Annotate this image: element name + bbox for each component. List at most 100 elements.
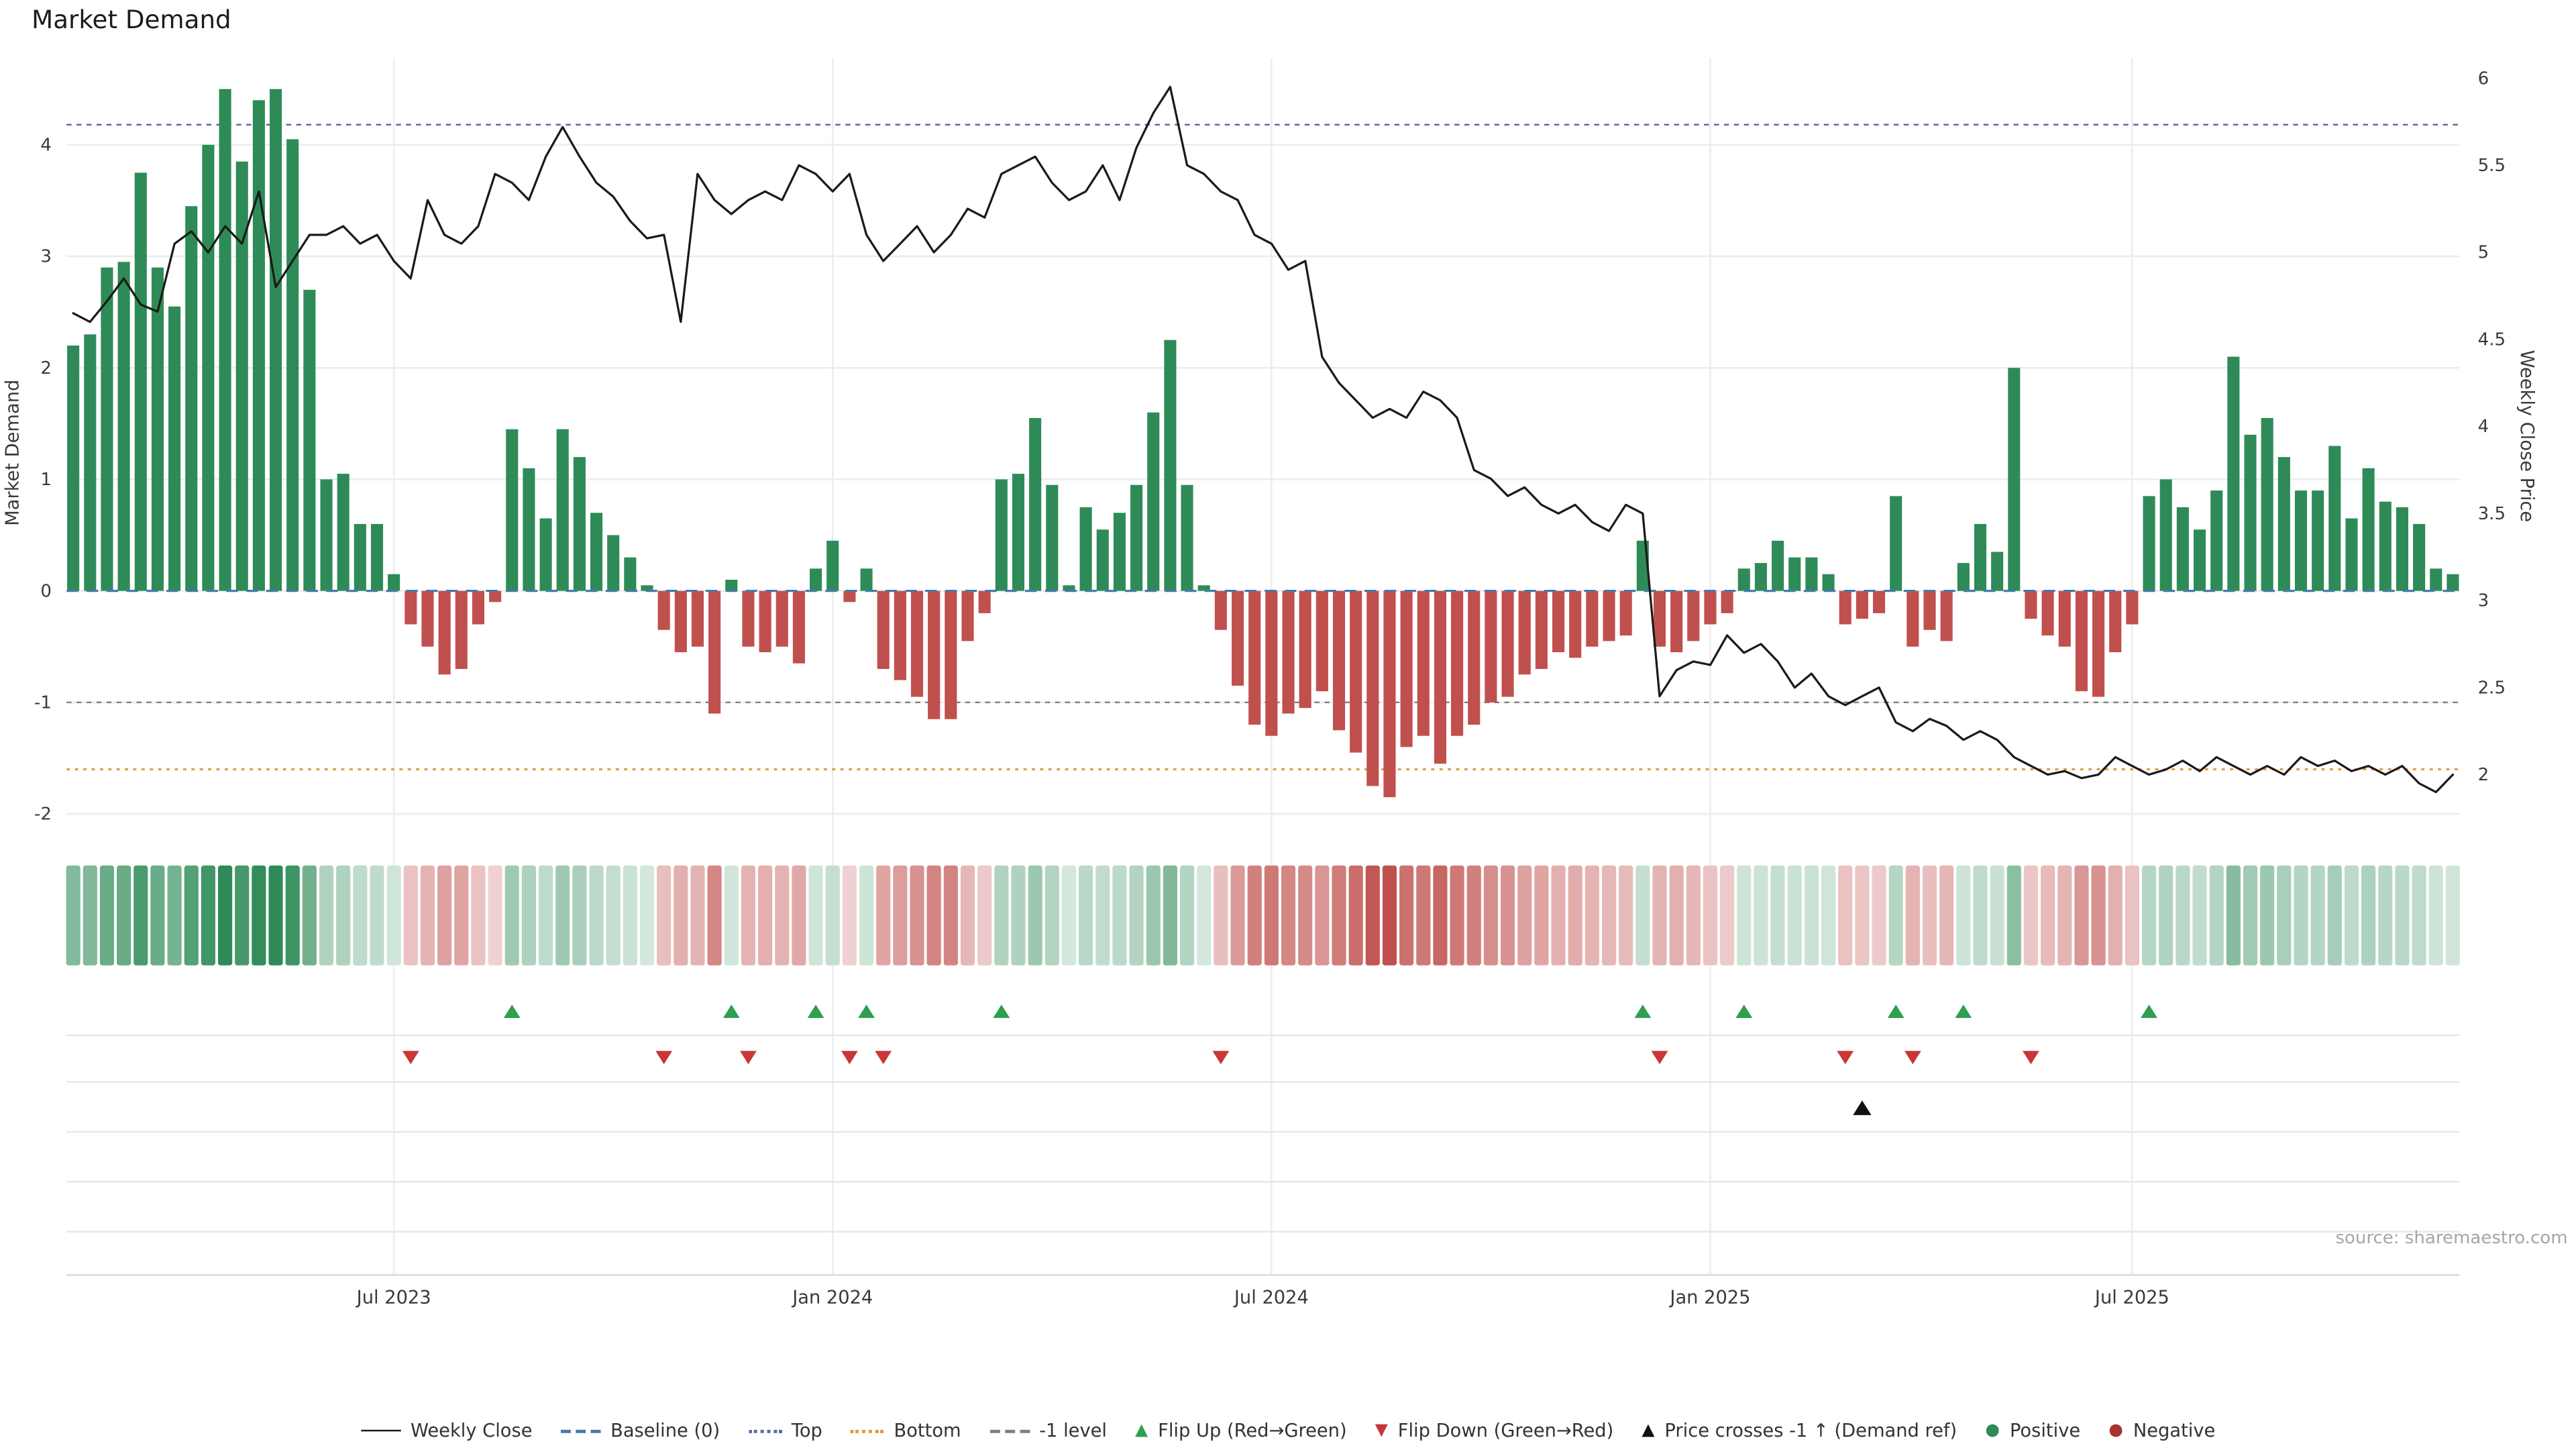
demand-bar — [1485, 590, 1497, 703]
demand-bar — [1332, 590, 1346, 731]
flip-down-marker — [2023, 1051, 2039, 1065]
demand-bar — [2176, 507, 2189, 591]
demand-bar — [1316, 590, 1328, 692]
heatmap-cell — [572, 865, 587, 966]
heatmap-cell — [1922, 865, 1937, 966]
demand-bar — [792, 590, 805, 664]
heatmap-cell — [1061, 865, 1077, 966]
heatmap-cell — [2260, 865, 2275, 966]
demand-bar — [1974, 523, 1987, 591]
heatmap-cell — [420, 865, 435, 966]
demand-bar — [506, 429, 519, 591]
demand-bar — [1957, 563, 1970, 591]
heatmap-cell — [2277, 865, 2292, 966]
heatmap-cell — [943, 865, 958, 966]
heatmap-cell — [66, 865, 80, 966]
source-credit: source: sharemaestro.com — [2335, 1228, 2567, 1248]
demand-bar — [1687, 590, 1700, 641]
heatmap-cell — [99, 865, 115, 966]
legend-label: Flip Up (Red→Green) — [1158, 1419, 1347, 1442]
triangle-down-icon: ▼ — [1375, 1420, 1388, 1439]
heatmap-cell — [1787, 865, 1802, 966]
demand-bar — [1839, 590, 1851, 625]
heatmap-cell — [1466, 865, 1481, 966]
heatmap-cell — [1433, 865, 1448, 966]
heatmap-cell — [1703, 865, 1718, 966]
demand-bar — [810, 568, 822, 591]
heatmap-cell — [252, 865, 266, 966]
heatmap-cell — [1804, 865, 1819, 966]
heatmap-cell — [792, 865, 806, 966]
demand-bar — [269, 89, 282, 591]
heatmap-cell — [1112, 865, 1127, 966]
flip-up-marker — [858, 1004, 875, 1019]
demand-bar — [117, 262, 130, 591]
flip-down-marker — [1651, 1051, 1668, 1065]
demand-bar — [1164, 340, 1177, 591]
heatmap-cell — [1416, 865, 1431, 966]
heatmap-cell — [1770, 865, 1785, 966]
demand-bar — [2345, 518, 2358, 591]
demand-bar — [523, 468, 535, 591]
heatmap-cell — [1939, 865, 1954, 966]
heatmap-cell — [2074, 865, 2089, 966]
heatmap-cell — [235, 865, 250, 966]
demand-bar — [961, 590, 974, 641]
heatmap-cell — [1652, 865, 1667, 966]
demand-bar — [1890, 496, 1902, 591]
demand-bar — [1721, 590, 1733, 613]
flip-up-marker — [1634, 1004, 1652, 1019]
heatmap-cell — [1214, 865, 1228, 966]
flip-up-marker — [722, 1004, 740, 1019]
heatmap-cell — [2243, 865, 2258, 966]
heatmap-cell — [454, 865, 469, 966]
heatmap-cell — [302, 865, 317, 966]
demand-bar — [1147, 412, 1160, 591]
demand-bar — [1923, 590, 1936, 630]
right-axis-tick: 3.5 — [2478, 504, 2506, 524]
heatmap-cell — [1450, 865, 1464, 966]
demand-bar — [1653, 590, 1666, 647]
demand-bar — [1366, 590, 1379, 786]
heatmap-cell — [2041, 865, 2055, 966]
heatmap-cell — [2294, 865, 2308, 966]
left-axis-tick: 1 — [40, 470, 52, 490]
heatmap-cell — [201, 865, 215, 966]
demand-bar — [1079, 507, 1092, 591]
heatmap-cell — [926, 865, 941, 966]
demand-bar — [303, 289, 316, 591]
triangle-up-icon: ▲ — [1135, 1420, 1148, 1439]
heatmap-cell — [268, 865, 283, 966]
heatmap-cell — [606, 865, 621, 966]
heatmap-cell — [117, 865, 131, 966]
legend-item-bottom: Bottom — [851, 1420, 961, 1441]
flip-down-marker — [875, 1051, 892, 1065]
heatmap-cell — [589, 865, 604, 966]
left-axis-tick: 0 — [40, 581, 52, 601]
demand-bar — [2447, 574, 2459, 591]
heatmap-cell — [1011, 865, 1026, 966]
heatmap-cell — [994, 865, 1009, 966]
heatmap-cell — [1348, 865, 1363, 966]
heatmap-cell — [1298, 865, 1313, 966]
heatmap-cell — [690, 865, 705, 966]
flip-up-marker — [2141, 1004, 2157, 1019]
heatmap-cell — [1905, 865, 1920, 966]
heatmap-cell — [2395, 865, 2410, 966]
heatmap-cell — [2159, 865, 2174, 966]
demand-bar — [1231, 590, 1244, 686]
heatmap-cell — [623, 865, 637, 966]
heatmap-cell — [1281, 865, 1296, 966]
heatmap-cell — [1534, 865, 1549, 966]
demand-bar — [1468, 590, 1481, 725]
heatmap-cell — [2445, 865, 2460, 966]
demand-bar — [708, 590, 721, 714]
legend-label: Weekly Close — [411, 1419, 533, 1442]
flip-up-marker — [1887, 1004, 1904, 1019]
heatmap-cell — [319, 865, 334, 966]
demand-bar — [742, 590, 755, 647]
demand-bar — [405, 590, 417, 625]
demand-bar — [624, 557, 637, 591]
heatmap-cell — [1754, 865, 1768, 966]
